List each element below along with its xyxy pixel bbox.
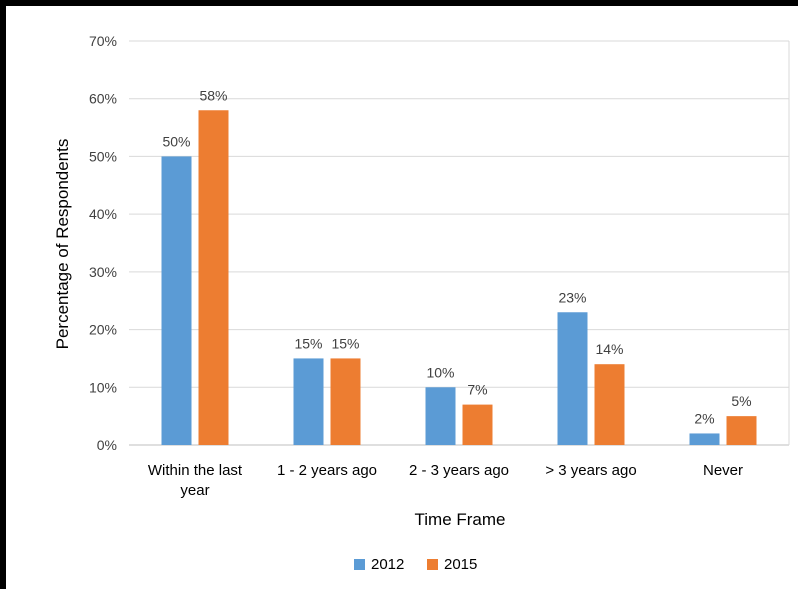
data-label: 23% [558, 289, 586, 305]
legend-swatch-2015 [427, 559, 438, 570]
y-tick-label: 70% [89, 33, 117, 49]
data-labels: 50% 58% 15% 15% 10% 7% 23% 14% 2% 5% [162, 87, 751, 426]
bar-2012 [557, 312, 588, 445]
bar-2012 [425, 387, 456, 445]
data-label: 50% [162, 133, 190, 149]
bar-2015 [726, 416, 757, 445]
x-axis-categories: Within the last year 1 - 2 years ago 2 - 3 … [148, 462, 743, 499]
y-tick-label: 20% [89, 322, 117, 338]
data-label: 15% [331, 335, 359, 351]
y-tick-label: 40% [89, 206, 117, 222]
x-category-label: 2 - 3 years ago [409, 462, 509, 479]
y-axis-ticks: 0% 10% 20% 30% 40% 50% 60% 70% [89, 33, 117, 453]
bar-chart: 0% 10% 20% 30% 40% 50% 60% 70% 50% 58% 15% 15% 10% 7… [53, 33, 790, 573]
legend-label: 2015 [444, 556, 477, 573]
data-label: 5% [731, 393, 751, 409]
y-tick-label: 0% [97, 437, 117, 453]
y-tick-label: 30% [89, 264, 117, 280]
bar-2012 [161, 156, 192, 445]
y-tick-label: 60% [89, 91, 117, 107]
legend-swatch-2012 [354, 559, 365, 570]
legend-label: 2012 [371, 556, 404, 573]
x-axis-title: Time Frame [415, 510, 506, 529]
data-label: 2% [694, 410, 714, 426]
legend: 2012 2015 [354, 556, 477, 573]
data-label: 14% [595, 341, 623, 357]
y-axis-title: Percentage of Respondents [53, 139, 72, 350]
x-category-label: > 3 years ago [545, 462, 636, 479]
data-label: 7% [467, 382, 487, 398]
y-tick-label: 10% [89, 379, 117, 395]
bar-2015 [330, 358, 361, 445]
gridlines [129, 40, 790, 446]
data-label: 15% [294, 335, 322, 351]
x-category-label: year [180, 482, 209, 499]
data-label: 58% [199, 87, 227, 103]
data-label: 10% [426, 364, 454, 380]
bar-2015 [594, 364, 625, 445]
y-tick-label: 50% [89, 148, 117, 164]
x-category-label: 1 - 2 years ago [277, 462, 377, 479]
x-category-label: Never [703, 462, 743, 479]
bars [161, 110, 757, 445]
bar-2012 [689, 433, 720, 445]
bar-2015 [198, 110, 229, 445]
x-category-label: Within the last [148, 462, 243, 479]
bar-2015 [462, 404, 493, 445]
bar-2012 [293, 358, 324, 445]
